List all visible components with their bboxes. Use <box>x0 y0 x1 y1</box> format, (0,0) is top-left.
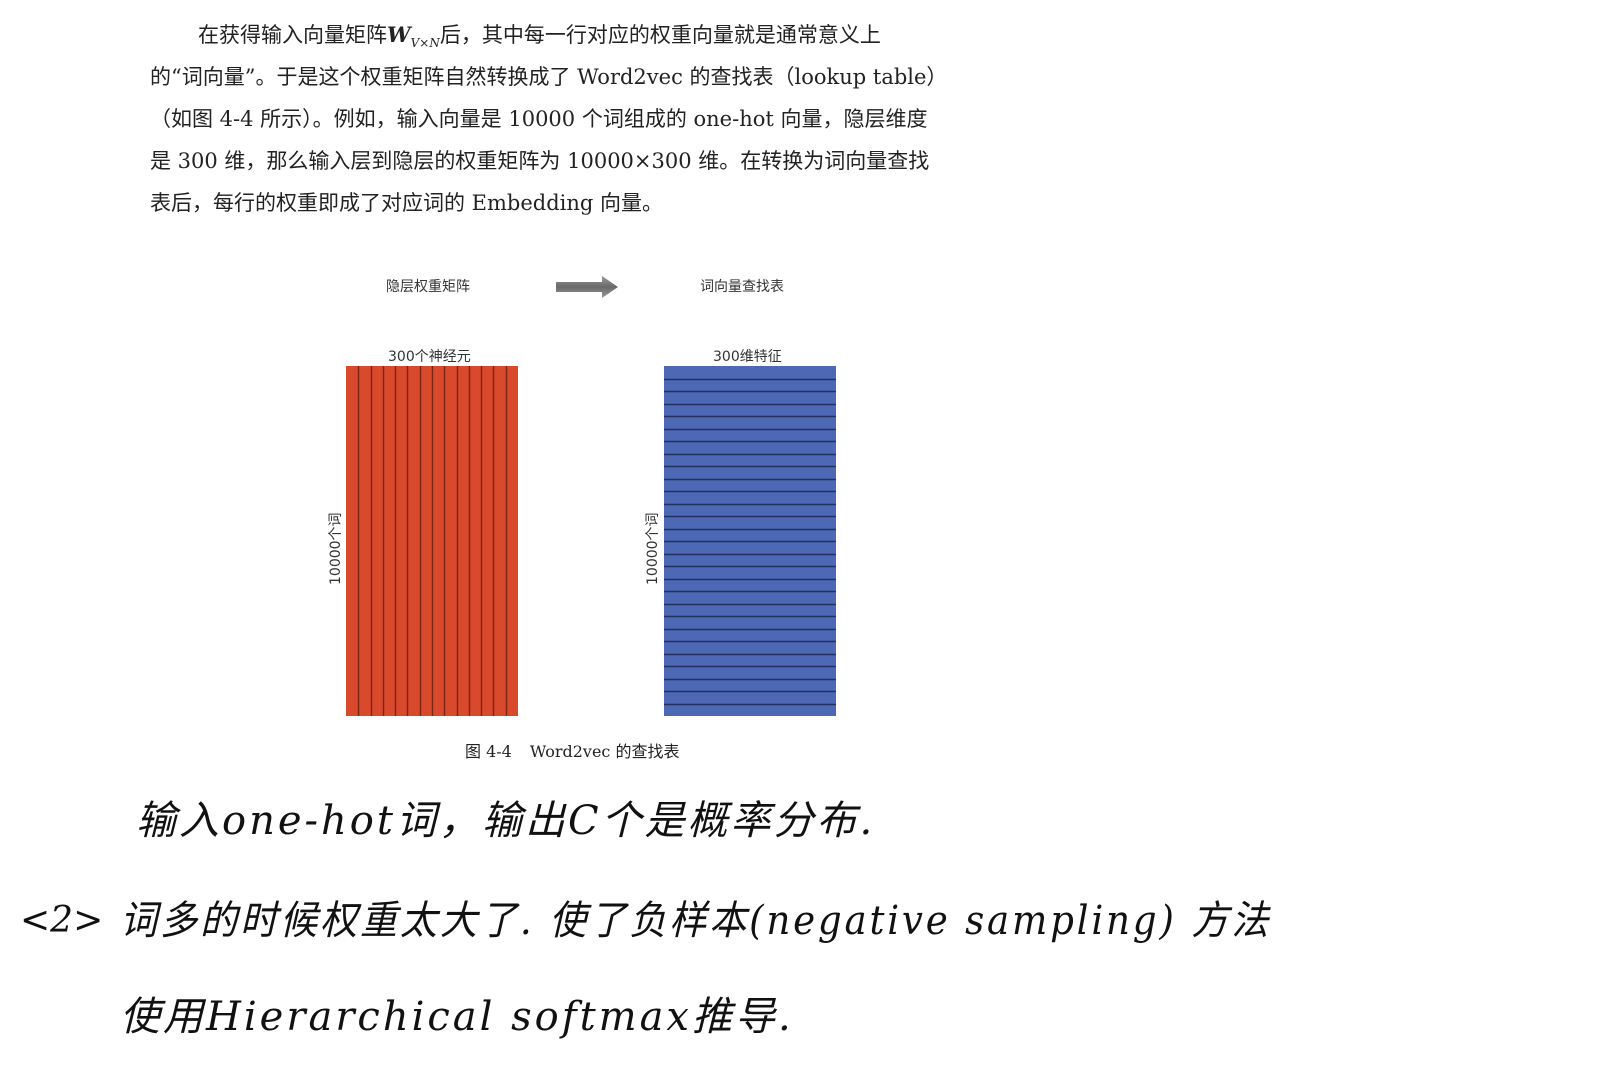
right-side-label: 10000个词 <box>645 512 661 585</box>
body-paragraph: 在获得输入向量矩阵WV×N后，其中每一行对应的权重向量就是通常意义上 的“词向量… <box>150 14 1010 224</box>
paragraph-line-3: （如图 4-4 所示）。例如，输入向量是 10000 个词组成的 one-hot… <box>150 107 928 131</box>
handwritten-note-1: 输入one-hot词，输出C个是概率分布. <box>136 798 876 844</box>
handwritten-note-3: 使用Hierarchical softmax推导. <box>120 994 794 1040</box>
left-top-label: 300个神经元 <box>388 349 471 365</box>
paragraph-line-4: 是 300 维，那么输入层到隐层的权重矩阵为 10000×300 维。在转换为词… <box>150 149 930 173</box>
left-figure-title: 隐层权重矩阵 <box>386 279 470 295</box>
matrix-subscript: V×N <box>410 36 440 51</box>
line1-prefix: 在获得输入向量矩阵 <box>198 23 387 47</box>
right-arrow-icon <box>556 276 618 298</box>
paragraph-line-2: 的“词向量”。于是这个权重矩阵自然转换成了 Word2vec 的查找表（look… <box>150 65 948 89</box>
word-vector-lookup-table-svg <box>664 366 836 716</box>
figure-caption: 图 4-4 Word2vec 的查找表 <box>465 738 679 762</box>
right-top-label: 300维特征 <box>713 349 782 365</box>
paragraph-line-5: 表后，每行的权重即成了对应词的 Embedding 向量。 <box>150 191 664 215</box>
line1-suffix: 后，其中每一行对应的权重向量就是通常意义上 <box>439 23 881 47</box>
word-vector-lookup-table <box>664 366 836 716</box>
matrix-symbol: WV×N <box>387 22 440 51</box>
figure-number: 图 4-4 <box>465 742 512 761</box>
handwritten-note-number: <2> <box>20 900 104 941</box>
right-figure-title: 词向量查找表 <box>700 279 784 295</box>
hidden-weight-matrix-svg <box>346 366 518 716</box>
hidden-weight-matrix <box>346 366 518 716</box>
paragraph-line-1: 在获得输入向量矩阵WV×N后，其中每一行对应的权重向量就是通常意义上 <box>150 14 1010 56</box>
left-side-label: 10000个词 <box>328 512 344 585</box>
figure-caption-text: Word2vec 的查找表 <box>529 742 680 761</box>
matrix-letter: W <box>387 22 411 47</box>
handwritten-note-2: 词多的时候权重太大了. 使了负样本(negative sampling) 方法 <box>120 898 1272 944</box>
